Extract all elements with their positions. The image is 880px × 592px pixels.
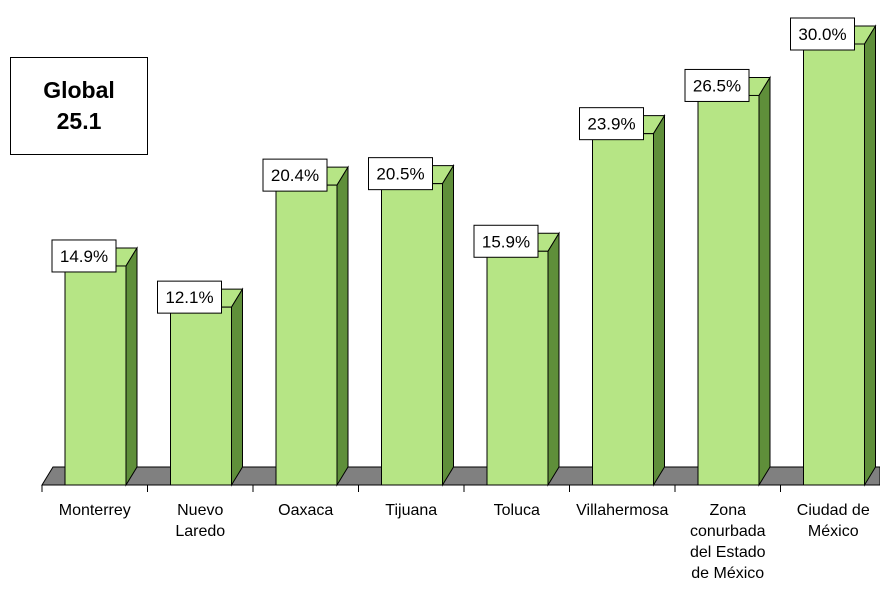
bar <box>697 94 760 486</box>
data-label: 20.5% <box>376 165 424 184</box>
data-label-box <box>157 280 222 314</box>
x-tick-label: conurbada <box>690 523 766 540</box>
data-label-box <box>579 107 644 141</box>
data-label-box <box>262 158 328 192</box>
data-label-box <box>684 68 750 102</box>
x-tick-label: de México <box>691 565 764 582</box>
bar <box>486 250 549 486</box>
data-label: 26.5% <box>693 76 741 95</box>
bar <box>803 43 865 486</box>
bar-side-face <box>653 113 665 487</box>
bar-side-face <box>336 165 349 487</box>
x-tick-label: Villahermosa <box>576 502 668 519</box>
data-label-box <box>473 224 539 258</box>
bar <box>381 183 443 486</box>
data-label: 14.9% <box>60 247 108 266</box>
bar-side-face <box>547 231 560 487</box>
bar-side-face <box>125 246 138 487</box>
bar <box>592 133 654 486</box>
x-tick-label: Monterrey <box>59 502 131 519</box>
bar-side-face <box>442 163 454 487</box>
data-label: 15.9% <box>482 232 530 251</box>
x-tick-label: México <box>808 523 859 540</box>
x-tick-label: Oaxaca <box>278 502 333 519</box>
bar-side-face <box>864 24 876 487</box>
x-tick-label: Laredo <box>175 523 225 540</box>
data-label-box <box>51 239 117 273</box>
x-tick-label: del Estado <box>690 544 766 561</box>
x-tick-label: Tijuana <box>385 502 437 519</box>
x-tick-label: Ciudad de <box>797 502 870 519</box>
data-label: 23.9% <box>587 115 635 134</box>
bar-side-face <box>231 287 243 487</box>
x-tick-label: Toluca <box>494 502 540 519</box>
x-tick-label: Zona <box>710 502 747 519</box>
x-tick-label: Nuevo <box>177 502 223 519</box>
global-label: Global <box>43 77 115 103</box>
global-summary-box: Global 25.1 <box>10 57 148 155</box>
global-value: 25.1 <box>56 108 102 134</box>
bar <box>64 265 127 486</box>
data-label-box <box>368 157 433 191</box>
bar <box>275 184 338 486</box>
data-label: 12.1% <box>165 288 213 307</box>
data-label-box <box>790 17 855 51</box>
bar-side-face <box>758 75 771 487</box>
data-label: 30.0% <box>798 25 846 44</box>
data-label: 20.4% <box>271 166 319 185</box>
bar <box>170 306 232 486</box>
